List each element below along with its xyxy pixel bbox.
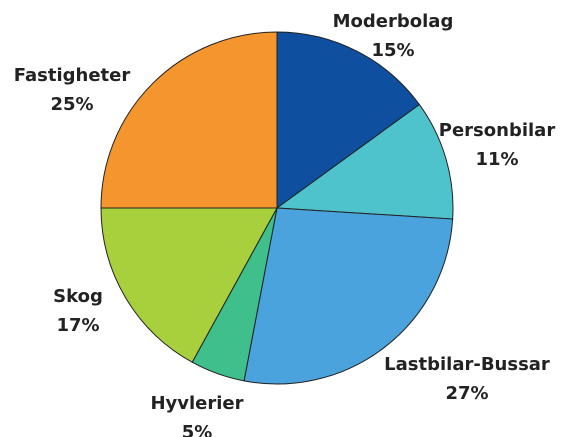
pie-slice xyxy=(100,31,278,209)
slice-value-label: 17% xyxy=(56,315,99,336)
pie-slice xyxy=(276,31,421,209)
pie-slice xyxy=(275,103,454,220)
slice-label: Moderbolag xyxy=(333,11,454,32)
slice-label: Skog xyxy=(53,286,103,307)
slice-label: Personbilar xyxy=(439,120,556,141)
slice-label: Fastigheter xyxy=(14,65,131,86)
slice-value-label: 25% xyxy=(50,94,93,115)
pie-slice xyxy=(100,207,278,363)
slice-label: Lastbilar-Bussar xyxy=(384,354,550,375)
slice-label: Hyvlerier xyxy=(150,393,243,414)
slice-value-label: 11% xyxy=(475,149,518,170)
slice-value-label: 27% xyxy=(445,383,488,404)
slice-value-label: 15% xyxy=(371,40,414,61)
pie-slice xyxy=(243,207,454,385)
slice-value-label: 5% xyxy=(182,422,213,437)
